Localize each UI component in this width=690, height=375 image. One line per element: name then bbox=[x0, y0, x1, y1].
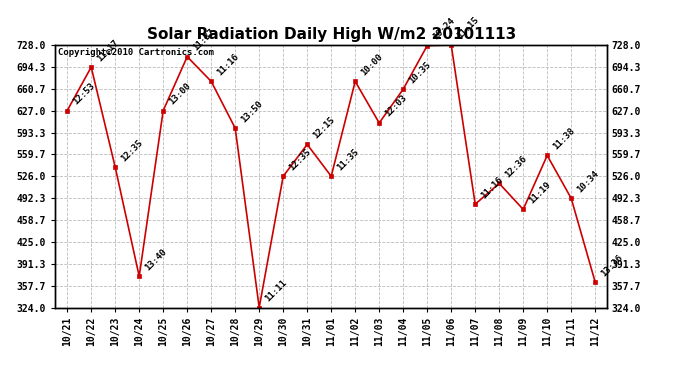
Text: 11:16: 11:16 bbox=[480, 175, 504, 200]
Text: 11:15: 11:15 bbox=[455, 15, 481, 41]
Text: 11:35: 11:35 bbox=[335, 147, 361, 172]
Text: 11:17: 11:17 bbox=[95, 38, 121, 63]
Text: 10:34: 10:34 bbox=[575, 169, 601, 194]
Text: 10:24: 10:24 bbox=[431, 16, 457, 42]
Text: 12:53: 12:53 bbox=[71, 81, 97, 106]
Text: 12:35: 12:35 bbox=[119, 138, 145, 163]
Text: 11:16: 11:16 bbox=[215, 52, 241, 77]
Text: 10:00: 10:00 bbox=[359, 52, 385, 77]
Text: 11:19: 11:19 bbox=[527, 180, 553, 205]
Text: 11:37: 11:37 bbox=[191, 27, 217, 52]
Text: 12:15: 12:15 bbox=[311, 115, 337, 140]
Text: 10:35: 10:35 bbox=[407, 60, 433, 85]
Text: 13:36: 13:36 bbox=[600, 253, 624, 278]
Text: 12:36: 12:36 bbox=[504, 154, 529, 179]
Title: Solar Radiation Daily High W/m2 20101113: Solar Radiation Daily High W/m2 20101113 bbox=[146, 27, 516, 42]
Text: 12:03: 12:03 bbox=[384, 93, 408, 119]
Text: 13:50: 13:50 bbox=[239, 99, 265, 124]
Text: 13:00: 13:00 bbox=[168, 81, 193, 106]
Text: 11:38: 11:38 bbox=[551, 126, 577, 151]
Text: 11:11: 11:11 bbox=[264, 278, 288, 303]
Text: 13:40: 13:40 bbox=[144, 247, 169, 272]
Text: 12:35: 12:35 bbox=[287, 147, 313, 172]
Text: Copyright©2010 Cartronics.com: Copyright©2010 Cartronics.com bbox=[58, 48, 214, 57]
